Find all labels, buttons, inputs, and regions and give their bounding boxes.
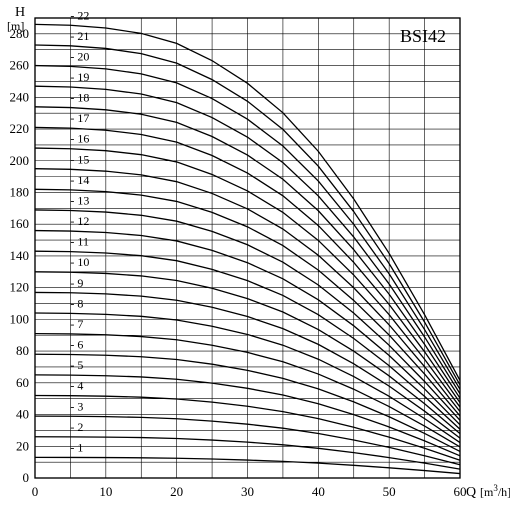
x-tick-label: 20 — [170, 484, 183, 499]
x-tick-label: 60 — [454, 484, 467, 499]
y-tick-label: 100 — [10, 311, 30, 326]
curve-label: - 21 — [70, 29, 89, 43]
y-tick-label: 80 — [16, 343, 29, 358]
y-axis-label: H — [15, 5, 25, 20]
y-axis-unit: [m] — [7, 19, 24, 33]
model-label: BSI42 — [400, 26, 446, 46]
y-tick-label: 60 — [16, 375, 29, 390]
x-tick-label: 40 — [312, 484, 325, 499]
x-tick-label: 30 — [241, 484, 254, 499]
curve-label: - 17 — [70, 111, 89, 125]
curve-label: - 15 — [70, 152, 89, 166]
x-tick-label: 0 — [32, 484, 39, 499]
pump-curves-chart: 0 10 20 30 40 50 60 0 20 40 60 80 100 120 140 160 180 200… — [0, 0, 510, 515]
curve-label: - 2 — [70, 420, 83, 434]
curve-label: - 8 — [70, 296, 83, 310]
x-axis-unit: [m3/h] — [480, 483, 510, 499]
x-axis-label: Q — [466, 485, 476, 500]
curve-label: - 16 — [70, 132, 89, 146]
curve-label: - 11 — [70, 235, 89, 249]
y-tick-label: 140 — [10, 248, 30, 263]
y-tick-label: 220 — [10, 121, 30, 136]
y-tick-label: 240 — [10, 89, 30, 104]
curve-label: - 5 — [70, 358, 83, 372]
y-tick-label: 120 — [10, 280, 30, 295]
curve-label: - 20 — [70, 49, 89, 63]
curve-label: - 13 — [70, 193, 89, 207]
curve-label: - 12 — [70, 214, 89, 228]
curve-label: - 14 — [70, 173, 89, 187]
y-tick-label: 260 — [10, 58, 30, 73]
curve-label: - 1 — [70, 440, 83, 454]
x-tick-label: 50 — [383, 484, 396, 499]
curve-label: - 4 — [70, 379, 83, 393]
curve-label: - 10 — [70, 255, 89, 269]
curve-label: - 3 — [70, 399, 83, 413]
x-tick-label: 10 — [99, 484, 112, 499]
curve-label: - 9 — [70, 276, 83, 290]
curve-label: - 7 — [70, 317, 83, 331]
y-tick-label: 200 — [10, 153, 30, 168]
y-tick-label: 160 — [10, 216, 30, 231]
y-tick-label: 20 — [16, 438, 29, 453]
curve-label: - 22 — [70, 8, 89, 22]
curve-label: - 19 — [70, 70, 89, 84]
y-tick-label: 180 — [10, 184, 30, 199]
y-tick-label: 40 — [16, 407, 29, 422]
curve-label: - 6 — [70, 338, 83, 352]
curve-label: - 18 — [70, 91, 89, 105]
y-tick-label: 0 — [23, 470, 30, 485]
